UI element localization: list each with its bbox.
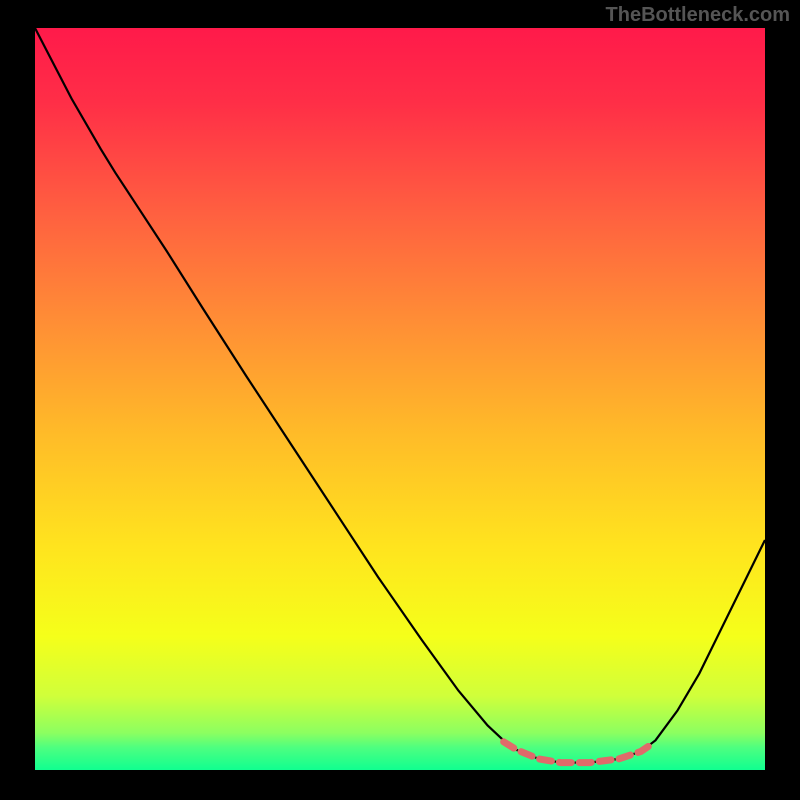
- watermark-text: TheBottleneck.com: [606, 4, 790, 27]
- plot-background: [35, 28, 765, 770]
- bottleneck-curve-chart: [0, 0, 800, 800]
- chart-container: TheBottleneck.com: [0, 0, 800, 800]
